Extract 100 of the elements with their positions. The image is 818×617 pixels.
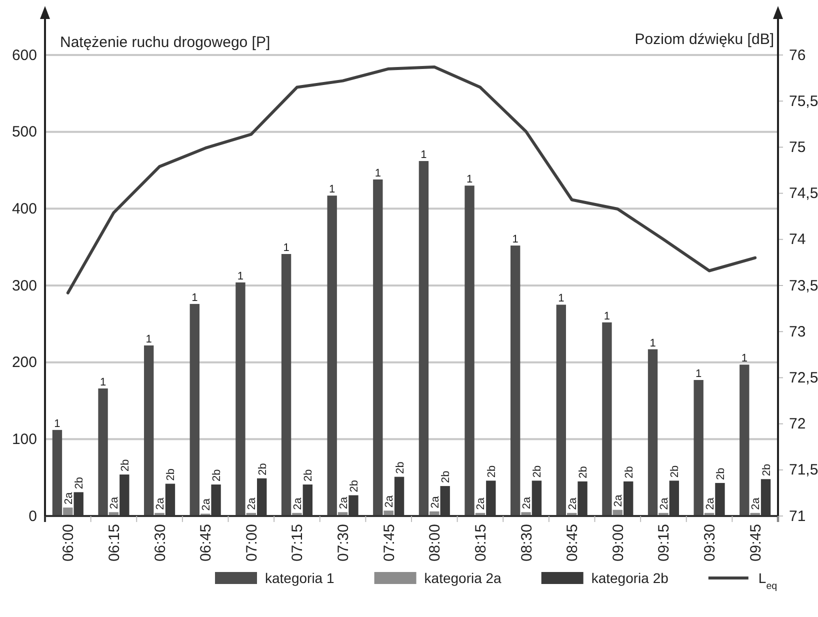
y2-axis-title: Poziom dźwięku [dB] [634, 31, 774, 48]
x-tick-label: 06:15 [106, 524, 123, 562]
annotation: 1 [420, 149, 427, 162]
annotation: 2a [566, 496, 579, 510]
annotation: 2b [669, 465, 682, 478]
annotation: 2a [200, 498, 212, 511]
y2-tick-label: 72,5 [789, 370, 818, 386]
annotation: 1 [650, 337, 656, 350]
annotation: 2a [429, 495, 442, 508]
annotation: 2b [623, 466, 636, 478]
annotation: 2a [154, 496, 167, 510]
x-tick-label: 09:45 [747, 524, 764, 562]
bar [556, 304, 566, 516]
y-tick-label: 500 [12, 124, 37, 141]
y-tick-label: 100 [12, 430, 37, 448]
annotation: 1 [146, 333, 152, 346]
y2-tick-label: 74,5 [789, 185, 818, 202]
y2-tick-label: 73,5 [789, 277, 818, 294]
y2-tick-label: 71,5 [789, 462, 818, 479]
annotation: 2a [658, 496, 670, 510]
annotation: 1 [466, 174, 473, 186]
annotation: 2a [612, 494, 625, 507]
annotation: 1 [558, 292, 564, 305]
annotation: 2b [302, 469, 315, 482]
annotation: 2b [578, 466, 590, 478]
annotation: 1 [192, 292, 198, 304]
x-tick-label: 07:15 [289, 524, 306, 562]
bar [190, 304, 200, 516]
legend-label: kategoria 1 [265, 570, 334, 586]
x-tick-label: 06:00 [60, 524, 78, 562]
x-tick-label: 07:00 [243, 524, 260, 562]
annotation: 2a [475, 496, 488, 510]
x-tick-label: 08:00 [426, 524, 444, 562]
annotation: 2a [521, 496, 534, 510]
legend-label: kategoria 2a [424, 570, 502, 586]
annotation: 2a [704, 496, 716, 510]
y2-tick-label: 75,5 [789, 92, 818, 110]
annotation: 2a [246, 496, 258, 510]
annotation: 2a [338, 496, 350, 510]
bar [510, 246, 520, 516]
bar [464, 186, 474, 516]
annotation: 2b [165, 468, 178, 481]
x-tick-label: 07:45 [380, 524, 398, 562]
bar [694, 380, 704, 516]
annotation: 1 [54, 418, 60, 430]
bar [418, 161, 429, 516]
bar [602, 322, 612, 516]
bar [648, 349, 658, 516]
y-tick-label: 200 [12, 354, 37, 372]
annotation: 2b [394, 462, 406, 474]
annotation: 2b [74, 476, 86, 490]
annotation: 2a [62, 491, 75, 505]
x-tick-label: 09:30 [702, 524, 719, 562]
y2-tick-label: 76 [789, 46, 806, 64]
line-series [66, 65, 757, 294]
x-tick-label: 08:15 [472, 524, 490, 562]
bar [98, 388, 108, 516]
bar [373, 179, 383, 516]
bar [327, 196, 337, 516]
annotation: 2b [119, 459, 132, 472]
x-tick-label: 06:45 [198, 524, 215, 562]
y2-tick-label: 75 [789, 139, 806, 156]
annotation: 2a [292, 496, 304, 510]
bar [52, 430, 62, 516]
x-tick-label: 06:30 [152, 524, 169, 562]
y2-tick-label: 72 [789, 416, 806, 433]
bar [236, 282, 246, 516]
annotation: 2b [348, 480, 360, 492]
y2-tick-label: 73 [789, 323, 806, 340]
x-tick-label: 09:00 [610, 524, 627, 562]
x-tick-label: 08:45 [564, 524, 582, 562]
y-tick-label: 0 [28, 508, 37, 525]
annotation: 2b [440, 470, 452, 484]
bar [63, 508, 73, 516]
annotation: 1 [374, 167, 381, 180]
annotation: 1 [604, 310, 610, 322]
annotation: 2b [256, 463, 269, 476]
annotation: 1 [237, 270, 244, 282]
x-tick-label: 09:15 [656, 524, 673, 562]
annotation: 2b [211, 469, 224, 482]
bar [281, 254, 292, 516]
x-tick-label: 08:30 [518, 524, 536, 562]
annotation: 1 [512, 234, 518, 246]
legend-label: L$_{eq}$ [758, 570, 778, 592]
annotation: 2a [384, 494, 396, 508]
annotation: 2b [486, 465, 498, 478]
annotation: 2b [532, 465, 544, 478]
y2-tick-label: 74 [789, 231, 806, 248]
annotation: 2b [714, 468, 727, 480]
bar [740, 364, 750, 516]
y-tick-label: 400 [12, 200, 37, 218]
annotation: 2a [750, 496, 762, 510]
annotation: 1 [329, 184, 336, 196]
y-tick-label: 300 [12, 277, 37, 294]
legend-label: kategoria 2b [591, 570, 669, 586]
x-tick-label: 07:30 [335, 524, 352, 562]
y-tick-label: 600 [12, 46, 37, 64]
annotation: 1 [100, 376, 106, 388]
annotation: 1 [283, 242, 290, 254]
bar [144, 345, 154, 516]
